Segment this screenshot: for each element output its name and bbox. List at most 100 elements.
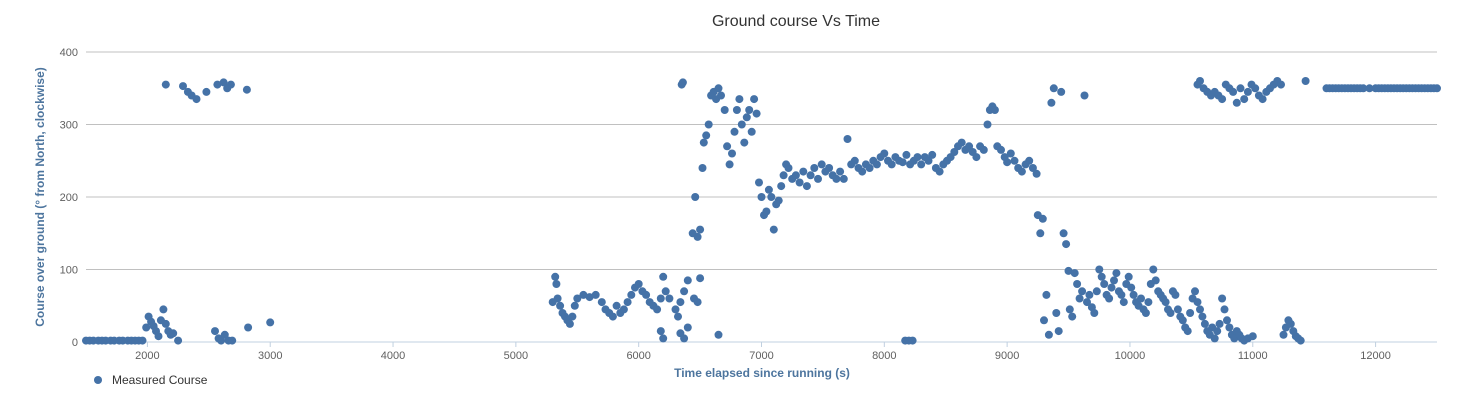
data-point[interactable] xyxy=(570,301,579,310)
data-point[interactable] xyxy=(714,330,723,339)
data-point[interactable] xyxy=(806,171,815,180)
data-point[interactable] xyxy=(1129,290,1138,299)
data-point[interactable] xyxy=(887,160,896,169)
data-point[interactable] xyxy=(764,185,773,194)
data-point[interactable] xyxy=(192,95,201,104)
data-point[interactable] xyxy=(1213,327,1222,336)
data-point[interactable] xyxy=(585,293,594,302)
data-point[interactable] xyxy=(1229,87,1238,96)
data-point[interactable] xyxy=(799,167,808,176)
data-point[interactable] xyxy=(671,305,680,314)
data-point[interactable] xyxy=(1107,283,1116,292)
data-point[interactable] xyxy=(757,193,766,201)
data-point[interactable] xyxy=(1119,298,1128,307)
data-point[interactable] xyxy=(732,106,741,114)
data-point[interactable] xyxy=(217,336,226,345)
data-point[interactable] xyxy=(1110,276,1118,285)
data-point[interactable] xyxy=(1124,272,1133,281)
data-point[interactable] xyxy=(1301,77,1310,85)
data-point[interactable] xyxy=(702,131,711,140)
data-point[interactable] xyxy=(858,167,867,176)
data-point[interactable] xyxy=(1200,319,1209,328)
data-point[interactable] xyxy=(902,150,911,159)
data-point[interactable] xyxy=(154,332,163,341)
data-point[interactable] xyxy=(693,232,702,241)
data-point[interactable] xyxy=(242,85,251,94)
data-point[interactable] xyxy=(1064,266,1073,275)
data-point[interactable] xyxy=(1017,167,1026,176)
data-point[interactable] xyxy=(1117,290,1126,299)
data-point[interactable] xyxy=(972,153,981,162)
data-point[interactable] xyxy=(1092,287,1101,296)
data-point[interactable] xyxy=(1137,294,1145,303)
data-point[interactable] xyxy=(226,80,235,89)
data-point[interactable] xyxy=(898,158,907,167)
data-point[interactable] xyxy=(1240,95,1249,104)
data-point[interactable] xyxy=(159,305,168,314)
data-point[interactable] xyxy=(836,167,845,176)
data-point[interactable] xyxy=(777,182,786,191)
data-point[interactable] xyxy=(965,142,974,151)
data-point[interactable] xyxy=(1105,294,1114,303)
data-point[interactable] xyxy=(1173,305,1182,314)
data-point[interactable] xyxy=(1191,287,1199,296)
data-point[interactable] xyxy=(735,95,744,104)
data-point[interactable] xyxy=(1232,98,1241,107)
data-point[interactable] xyxy=(161,80,170,89)
data-point[interactable] xyxy=(725,160,734,169)
data-point[interactable] xyxy=(553,294,562,303)
data-point[interactable] xyxy=(696,274,705,283)
data-point[interactable] xyxy=(1038,214,1047,223)
data-point[interactable] xyxy=(737,120,746,129)
data-point[interactable] xyxy=(1218,95,1227,104)
data-point[interactable] xyxy=(979,145,988,154)
data-point[interactable] xyxy=(1433,84,1441,93)
data-point[interactable] xyxy=(1100,280,1109,288)
data-point[interactable] xyxy=(1365,84,1374,93)
data-point[interactable] xyxy=(1054,327,1063,336)
data-point[interactable] xyxy=(642,290,651,299)
data-point[interactable] xyxy=(619,305,628,314)
data-point[interactable] xyxy=(244,323,253,332)
data-point[interactable] xyxy=(728,149,736,158)
data-point[interactable] xyxy=(723,142,732,151)
data-point[interactable] xyxy=(730,127,739,136)
data-point[interactable] xyxy=(769,225,778,234)
data-point[interactable] xyxy=(691,193,700,201)
data-point[interactable] xyxy=(211,327,219,336)
data-point[interactable] xyxy=(1080,91,1089,100)
data-point[interactable] xyxy=(717,91,725,100)
data-point[interactable] xyxy=(1144,298,1153,307)
data-point[interactable] xyxy=(1003,158,1012,167)
data-point[interactable] xyxy=(591,290,600,299)
data-point[interactable] xyxy=(1036,229,1045,238)
data-point[interactable] xyxy=(924,156,933,165)
data-point[interactable] xyxy=(983,120,992,129)
data-point[interactable] xyxy=(1085,290,1094,299)
data-point[interactable] xyxy=(880,149,889,158)
data-point[interactable] xyxy=(1186,309,1195,317)
data-point[interactable] xyxy=(1248,332,1257,341)
data-point[interactable] xyxy=(928,150,937,159)
data-point[interactable] xyxy=(659,272,668,281)
data-point[interactable] xyxy=(573,294,582,303)
data-point[interactable] xyxy=(202,87,211,96)
data-point[interactable] xyxy=(676,298,685,307)
data-point[interactable] xyxy=(661,287,670,296)
data-point[interactable] xyxy=(810,164,819,172)
data-point[interactable] xyxy=(1218,294,1227,303)
data-point[interactable] xyxy=(950,148,959,156)
data-point[interactable] xyxy=(843,135,852,143)
data-point[interactable] xyxy=(1065,305,1074,314)
data-point[interactable] xyxy=(1141,309,1150,317)
data-point[interactable] xyxy=(1028,164,1037,172)
data-point[interactable] xyxy=(814,174,822,183)
data-point[interactable] xyxy=(612,301,621,310)
data-point[interactable] xyxy=(161,319,170,328)
data-point[interactable] xyxy=(219,78,228,87)
data-point[interactable] xyxy=(579,290,588,299)
data-point[interactable] xyxy=(568,312,577,321)
data-point[interactable] xyxy=(623,298,632,307)
data-point[interactable] xyxy=(653,305,662,314)
data-point[interactable] xyxy=(784,164,793,172)
